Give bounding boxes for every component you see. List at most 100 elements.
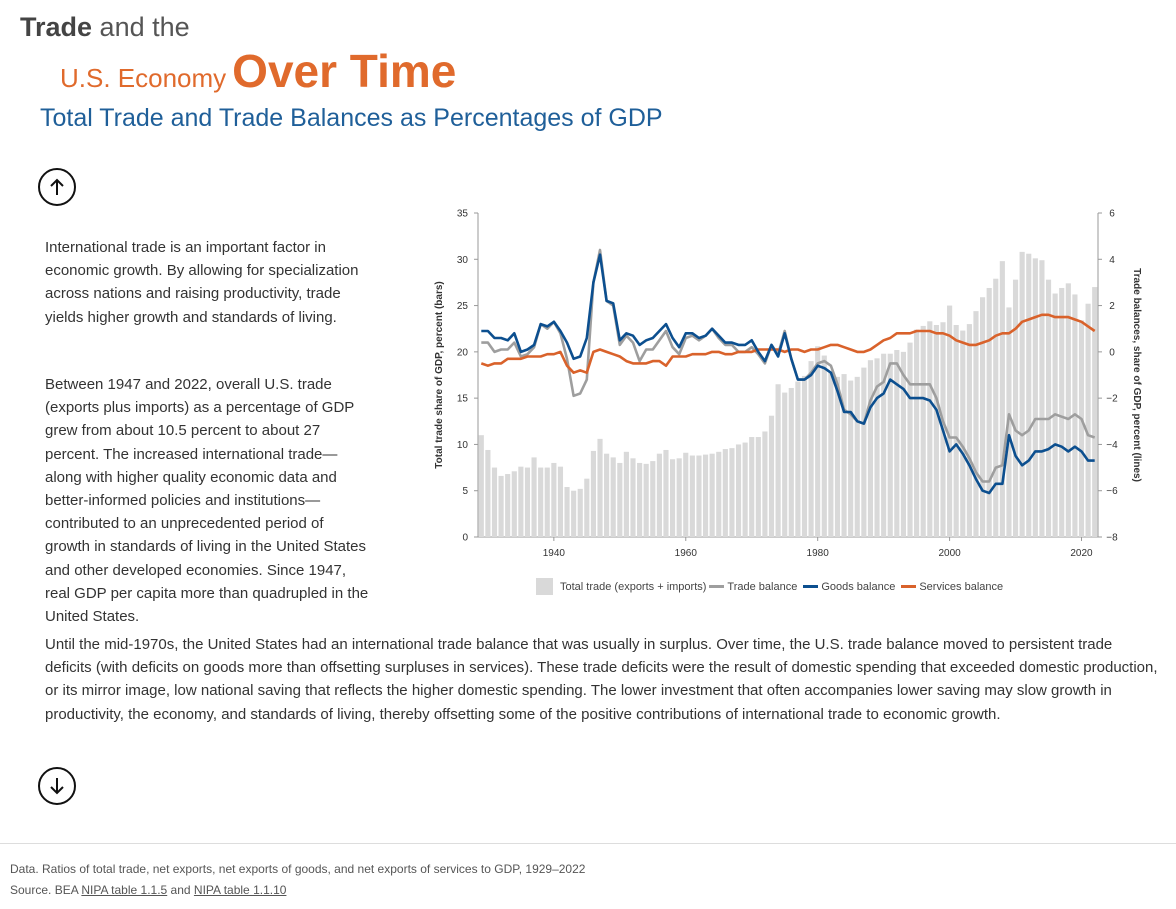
- arrow-down-icon: [50, 778, 64, 795]
- source-prefix: Source. BEA: [10, 883, 82, 897]
- total-trade-bar: [1012, 279, 1019, 537]
- total-trade-bar: [1059, 287, 1065, 537]
- total-trade-bar: [544, 467, 550, 537]
- total-trade-bar: [986, 287, 992, 537]
- scroll-up-button[interactable]: [38, 168, 76, 206]
- header-us-economy: U.S. Economy: [60, 63, 227, 93]
- legend-trade-balance-swatch: [709, 585, 725, 588]
- total-trade-bar: [821, 355, 827, 537]
- header-line1: Trade and the: [20, 12, 190, 43]
- header-trade-word: Trade: [20, 12, 93, 42]
- total-trade-bar: [643, 463, 649, 537]
- total-trade-bar: [933, 325, 939, 537]
- total-trade-bar: [1026, 253, 1032, 537]
- total-trade-bar: [927, 321, 933, 537]
- total-trade-bar: [947, 305, 953, 537]
- total-trade-bar: [993, 278, 999, 537]
- total-trade-bar: [907, 342, 913, 537]
- total-trade-bar: [716, 451, 722, 537]
- total-trade-bar: [709, 453, 715, 537]
- data-note: Data. Ratios of total trade, net exports…: [10, 862, 586, 876]
- y-right-tick-label: −6: [1106, 486, 1118, 497]
- total-trade-bar: [861, 367, 867, 537]
- total-trade-bar: [696, 455, 702, 537]
- trade-chart: 0 5 10 15 20 25 30 35 −8 −6 −4 −2 0 2 4 6 1940 1960 1980 20…: [434, 209, 1142, 560]
- total-trade-bar: [485, 449, 491, 537]
- total-trade-bar: [1039, 260, 1045, 537]
- total-trade-bar: [900, 351, 906, 537]
- total-trade-bar: [1078, 320, 1085, 537]
- deficit-paragraph: Until the mid-1970s, the United States h…: [45, 636, 1158, 723]
- source-and: and: [167, 883, 194, 897]
- x-tick-label: 2000: [938, 548, 961, 559]
- total-trade-bar: [1085, 303, 1091, 537]
- total-trade-bar: [854, 376, 860, 537]
- total-trade-bar: [1045, 279, 1052, 537]
- x-tick-label: 1980: [807, 548, 830, 559]
- total-trade-bar: [841, 374, 847, 537]
- total-trade-bar: [670, 459, 676, 537]
- total-trade-bar: [755, 437, 761, 537]
- total-trade-bar: [749, 437, 755, 537]
- total-trade-bar: [505, 474, 511, 537]
- total-trade-bar: [782, 392, 788, 537]
- y-left-tick-label: 25: [457, 301, 469, 312]
- x-tick-label: 2020: [1070, 548, 1093, 559]
- total-trade-bar: [966, 324, 972, 537]
- total-trade-bar: [478, 435, 484, 537]
- total-trade-bar: [518, 466, 524, 537]
- total-trade-bar: [960, 330, 966, 537]
- y-left-tick-label: 30: [457, 255, 469, 266]
- arrow-up-icon: [50, 178, 64, 195]
- y-left-tick-label: 35: [457, 209, 469, 220]
- total-trade-bar: [676, 458, 682, 537]
- y-right-axis-label: Trade balances, share of GDP, percent (l…: [1131, 268, 1142, 482]
- y-left-axis-label: Total trade share of GDP, percent (bars): [434, 281, 445, 468]
- total-trade-bar: [650, 461, 656, 537]
- total-trade-bar: [623, 451, 629, 537]
- y-left-tick-label: 20: [457, 347, 469, 358]
- legend-goods-balance-swatch: [803, 585, 819, 588]
- total-trade-bar: [524, 467, 531, 537]
- total-trade-bar: [557, 466, 564, 537]
- y-right-tick-label: −4: [1106, 440, 1118, 451]
- total-trade-bar: [881, 353, 887, 537]
- total-trade-bar: [538, 467, 544, 537]
- total-trade-bar: [571, 490, 577, 537]
- legend-total-trade-label: Total trade (exports + imports): [560, 580, 707, 593]
- total-trade-bar: [980, 297, 986, 537]
- y-left-tick-label: 5: [462, 486, 468, 497]
- total-trade-bar: [498, 475, 504, 537]
- total-trade-bar: [663, 449, 669, 537]
- total-trade-bar: [808, 361, 814, 537]
- total-trade-bar: [584, 478, 590, 537]
- legend-services-balance-swatch: [901, 585, 917, 588]
- total-trade-bar: [722, 449, 728, 537]
- source-note: Source. BEA NIPA table 1.1.5 and NIPA ta…: [10, 883, 286, 897]
- growth-paragraph: Between 1947 and 2022, overall U.S. trad…: [45, 376, 369, 626]
- total-trade-bar: [894, 350, 900, 537]
- scroll-down-button[interactable]: [38, 767, 76, 805]
- total-trade-bar: [953, 325, 959, 537]
- total-trade-bar: [617, 462, 623, 537]
- total-trade-bar: [531, 457, 537, 537]
- total-trade-bar: [610, 457, 616, 537]
- total-trade-bar: [762, 431, 768, 537]
- total-trade-bar: [834, 376, 841, 537]
- header-and-the: and the: [92, 12, 190, 42]
- total-trade-bar: [848, 380, 854, 537]
- total-trade-bar: [920, 325, 926, 537]
- total-trade-bar: [973, 311, 979, 537]
- total-trade-bar: [1092, 287, 1098, 537]
- nipa-1-1-10-link[interactable]: NIPA table 1.1.10: [193, 883, 287, 897]
- nipa-1-1-5-link[interactable]: NIPA table 1.1.5: [81, 883, 168, 897]
- y-right-tick-label: −2: [1106, 394, 1118, 405]
- total-trade-bar: [551, 462, 557, 537]
- y-left-tick-label: 10: [457, 440, 469, 451]
- legend-total-trade-swatch: [536, 578, 553, 595]
- total-trade-bar: [590, 450, 596, 537]
- y-left-tick-label: 15: [457, 394, 469, 405]
- total-trade-bar: [1032, 258, 1038, 537]
- total-trade-bar: [729, 448, 735, 537]
- total-trade-bar: [887, 353, 893, 537]
